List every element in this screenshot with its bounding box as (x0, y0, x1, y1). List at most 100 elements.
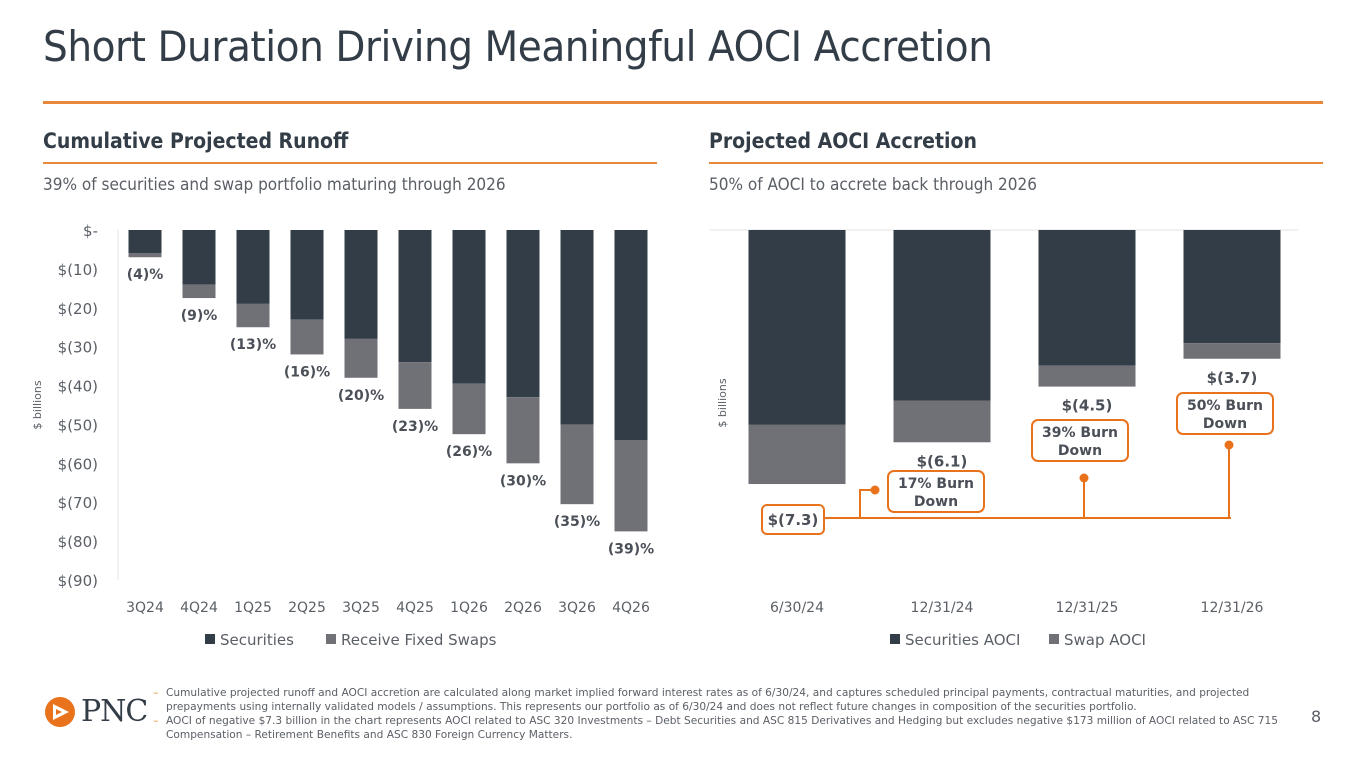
connector-dot (1224, 440, 1234, 450)
bar-securities (560, 230, 594, 425)
bar-receive-fixed-swaps (128, 253, 162, 258)
page-title: Short Duration Driving Meaningful AOCI A… (43, 22, 993, 71)
burn-down-label: Down (914, 494, 958, 510)
total-label-box (761, 504, 825, 535)
x-tick-label: 3Q24 (126, 600, 164, 616)
y-tick-label: $(80) (58, 533, 98, 551)
legend-swatch (205, 634, 215, 644)
x-tick-label: 2Q26 (504, 600, 542, 616)
legend-swatch (890, 634, 900, 644)
x-tick-label: 12/31/26 (1201, 600, 1264, 616)
aoci-section-title: Projected AOCI Accretion (709, 129, 977, 153)
bar-securities-aoci (893, 230, 991, 401)
data-label: (30)% (500, 473, 546, 489)
x-tick-label: 1Q25 (234, 600, 272, 616)
connector-dot (1079, 473, 1089, 483)
bar-securities (452, 230, 486, 384)
pnc-logo-icon (45, 696, 75, 727)
pnc-logo-text: PNC (81, 694, 148, 729)
y-tick-label: $(40) (58, 378, 98, 396)
bar-receive-fixed-swaps (452, 383, 486, 435)
burn-down-label: Down (1058, 443, 1102, 459)
y-axis-label: $ billions (716, 378, 729, 427)
aoci-section-divider (709, 162, 1323, 164)
bar-securities (182, 230, 216, 285)
y-axis-label: $ billions (31, 380, 44, 429)
x-tick-label: 2Q25 (288, 600, 326, 616)
burn-down-label: 50% Burn (1187, 398, 1263, 414)
legend-label: Securities (220, 631, 294, 649)
x-tick-label: 1Q26 (450, 600, 488, 616)
title-divider (43, 101, 1323, 104)
footnotes: – Cumulative projected runoff and AOCI ac… (153, 686, 1283, 742)
bar-swap-aoci (1038, 365, 1136, 387)
burn-down-box (1176, 392, 1274, 435)
bar-receive-fixed-swaps (560, 424, 594, 505)
burn-down-label: Down (1203, 416, 1247, 432)
bar-receive-fixed-swaps (398, 362, 432, 409)
legend-label: Swap AOCI (1064, 631, 1146, 649)
data-label: (26)% (446, 444, 492, 460)
bar-securities (506, 230, 540, 398)
x-tick-label: 6/30/24 (770, 600, 824, 616)
x-tick-label: 12/31/24 (911, 600, 974, 616)
y-tick-label: $(70) (58, 494, 98, 512)
bar-swap-aoci (893, 400, 991, 443)
bar-swap-aoci (1183, 343, 1281, 359)
footnote: – Cumulative projected runoff and AOCI ac… (153, 687, 1250, 713)
bar-receive-fixed-swaps (182, 284, 216, 299)
page-number: 8 (1311, 707, 1322, 726)
total-label: $(3.7) (1207, 369, 1258, 387)
bar-receive-fixed-swaps (290, 319, 324, 355)
data-label: (13)% (230, 337, 276, 353)
bar-receive-fixed-swaps (236, 303, 270, 328)
bar-receive-fixed-swaps (344, 338, 378, 378)
burn-down-box (887, 470, 985, 513)
legend-label: Receive Fixed Swaps (341, 631, 497, 649)
total-label: $(6.1) (917, 452, 968, 470)
bar-securities (344, 230, 378, 339)
runoff-chart: $- $(10) $(20) $(30) $(40) $(50) $(60) $(70) $(8… (31, 222, 654, 649)
y-tick-label: $(90) (58, 572, 98, 590)
total-label: $(7.3) (768, 511, 819, 529)
data-label: (39)% (608, 541, 654, 557)
y-tick-label: $(60) (58, 455, 98, 473)
runoff-section-subtitle: 39% of securities and swap portfolio mat… (43, 175, 506, 195)
connector-line (859, 489, 875, 518)
bar-receive-fixed-swaps (506, 397, 540, 464)
bar-securities-aoci (1183, 230, 1281, 344)
y-tick-label: $(50) (58, 416, 98, 434)
y-tick-label: $- (83, 222, 98, 240)
x-tick-label: 3Q25 (342, 600, 380, 616)
footnote: – AOCI of negative $7.3 billion in the ch… (153, 715, 1279, 741)
legend-label: Securities AOCI (905, 631, 1020, 649)
x-tick-label: 4Q25 (396, 600, 434, 616)
x-tick-label: 4Q24 (180, 600, 218, 616)
connector-dot (870, 485, 880, 495)
y-tick-label: $(30) (58, 339, 98, 357)
burn-down-box (1031, 419, 1129, 462)
data-label: (9)% (181, 308, 218, 324)
aoci-chart: $ billions 6/30/24 12/31/24 12/31/25 12/31/2… (710, 229, 1298, 649)
burn-down-label: 39% Burn (1042, 425, 1118, 441)
bar-securities (290, 230, 324, 320)
bar-securities-aoci (1038, 230, 1136, 366)
aoci-section-subtitle: 50% of AOCI to accrete back through 2026 (709, 175, 1037, 195)
pnc-logo: PNC (43, 694, 148, 729)
y-tick-label: $(10) (58, 261, 98, 279)
legend-swatch (1049, 634, 1059, 644)
bar-receive-fixed-swaps (614, 440, 648, 532)
x-tick-label: 3Q26 (558, 600, 596, 616)
bar-securities (398, 230, 432, 363)
bar-securities (614, 230, 648, 440)
burn-down-label: 17% Burn (898, 476, 974, 492)
x-tick-label: 4Q26 (612, 600, 650, 616)
bar-swap-aoci (748, 424, 846, 485)
data-label: (35)% (554, 514, 600, 530)
bar-securities-aoci (748, 230, 846, 425)
data-label: (4)% (127, 267, 164, 283)
runoff-section-title: Cumulative Projected Runoff (43, 129, 349, 153)
total-label: $(4.5) (1062, 397, 1113, 415)
data-label: (23)% (392, 419, 438, 435)
data-label: (20)% (338, 388, 384, 404)
